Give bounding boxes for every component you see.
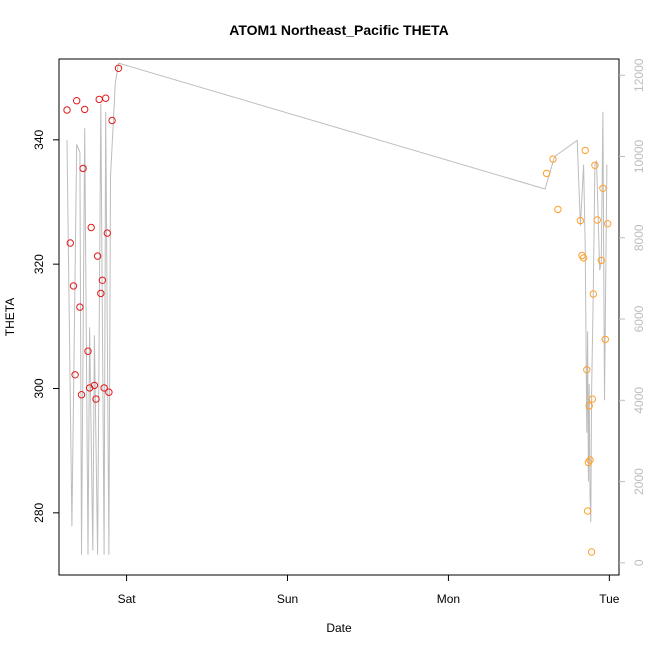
data-point (585, 402, 593, 410)
data-point (87, 223, 95, 232)
data-point (597, 256, 605, 265)
plot-frame (58, 58, 620, 576)
data-point (100, 384, 108, 392)
data-point (95, 95, 103, 104)
y2-tick-label: 8000 (632, 224, 646, 251)
data-point (554, 205, 562, 214)
y-tick-label: 280 (32, 502, 46, 522)
data-point (587, 548, 596, 556)
right-y-axis: 0 2000 4000 6000 8000 10000 12000 (619, 58, 646, 566)
y2-tick-label: 12000 (632, 58, 646, 92)
data-point (84, 347, 92, 355)
y2-tick-label: 2000 (632, 468, 646, 495)
data-point (593, 216, 601, 224)
data-points (63, 64, 612, 556)
y-tick-label: 320 (32, 254, 46, 274)
data-point (105, 388, 113, 396)
x-tick-label: Mon (437, 592, 460, 606)
data-point (79, 164, 87, 173)
x-axis-label: Date (326, 621, 352, 635)
data-point (102, 94, 110, 102)
data-point (92, 395, 100, 403)
x-tick-label: Sat (118, 592, 137, 606)
data-point (583, 366, 591, 374)
y2-tick-label: 4000 (632, 387, 646, 414)
data-point (576, 216, 585, 225)
data-point (81, 105, 89, 114)
data-point (591, 161, 599, 170)
y-tick-label: 340 (32, 129, 46, 149)
y2-tick-label: 0 (632, 559, 646, 566)
data-point (114, 64, 123, 73)
data-point (604, 220, 612, 228)
x-tick-label: Tue (599, 592, 620, 606)
data-point (90, 381, 99, 390)
y-axis-label: THETA (3, 298, 17, 336)
series-line (66, 62, 608, 555)
data-point (581, 146, 589, 155)
data-point (586, 456, 594, 464)
data-point (93, 252, 102, 260)
data-point (66, 239, 75, 247)
data-point (103, 229, 112, 237)
data-point (69, 282, 78, 290)
data-point (588, 395, 597, 403)
y-axis: 280 300 320 340 (32, 129, 59, 523)
x-axis: Sat Sun Mon Tue (118, 575, 620, 606)
data-point (542, 169, 551, 178)
data-point (589, 290, 597, 298)
chart-title: ATOM1 Northeast_Pacific THETA (229, 22, 448, 38)
data-point (98, 276, 107, 284)
y2-tick-label: 10000 (632, 140, 646, 174)
data-point (97, 289, 105, 298)
data-point (108, 116, 116, 125)
y2-tick-label: 6000 (632, 305, 646, 332)
y-tick-label: 300 (32, 378, 46, 398)
depth-line (66, 62, 608, 555)
data-point (77, 391, 86, 399)
data-point (71, 371, 79, 379)
data-point (549, 155, 557, 163)
data-point (579, 254, 588, 262)
data-point (76, 303, 84, 311)
data-point (63, 106, 71, 114)
data-point (601, 335, 609, 344)
x-tick-label: Sun (277, 592, 298, 606)
data-point (599, 184, 607, 193)
data-point (583, 507, 592, 515)
data-point (73, 97, 81, 105)
